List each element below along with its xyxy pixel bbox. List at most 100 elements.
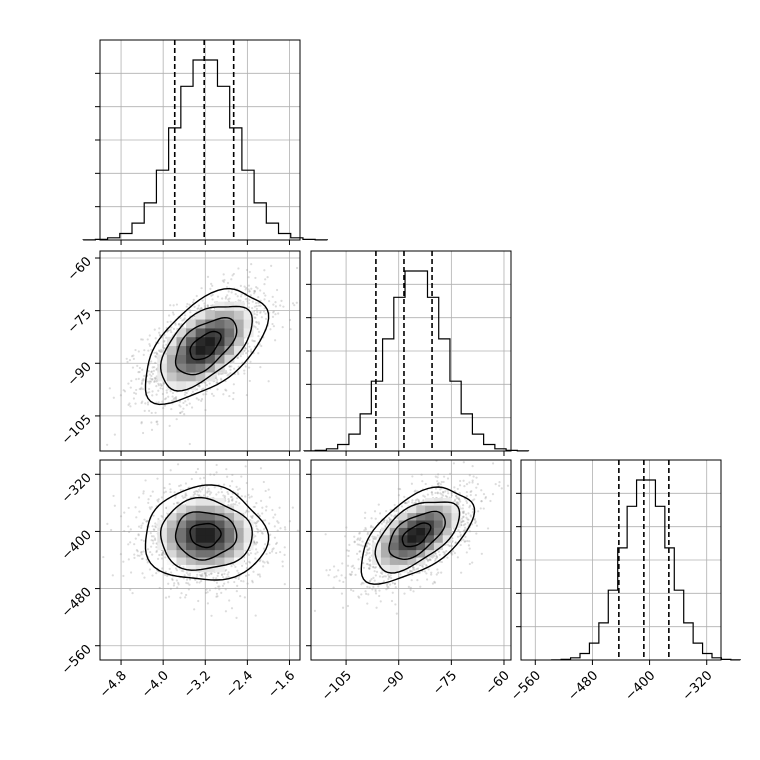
sample-point — [247, 553, 251, 557]
sample-point — [353, 540, 356, 543]
sample-point — [251, 307, 254, 310]
sample-point — [168, 424, 171, 427]
sample-point — [254, 316, 257, 319]
sample-point — [366, 549, 369, 552]
sample-point — [254, 552, 257, 555]
density-cell — [214, 354, 225, 364]
sample-point — [412, 566, 416, 569]
sample-point — [127, 403, 130, 407]
sample-point — [171, 311, 175, 314]
density-cell — [166, 520, 177, 528]
sample-point — [247, 288, 250, 291]
sample-point — [129, 405, 132, 408]
sample-point — [422, 494, 425, 497]
sample-point — [221, 297, 224, 300]
sample-point — [220, 591, 223, 595]
sample-point — [261, 506, 264, 509]
sample-point — [240, 579, 243, 583]
sample-point — [175, 398, 178, 401]
sample-point — [203, 572, 207, 575]
sample-point — [268, 543, 271, 546]
sample-point — [146, 401, 150, 404]
sample-point — [222, 393, 225, 396]
sample-point — [210, 614, 213, 617]
sample-point — [155, 385, 158, 388]
sample-point — [160, 384, 163, 387]
sample-point — [178, 400, 181, 403]
sample-point — [425, 563, 428, 567]
sample-point — [384, 575, 387, 578]
sample-point — [232, 367, 236, 370]
sample-point — [151, 490, 154, 493]
sample-point — [295, 301, 298, 304]
density-cell — [243, 328, 254, 338]
sample-point — [199, 574, 203, 578]
density-cell — [214, 319, 225, 329]
sample-point — [224, 369, 228, 373]
sample-point — [185, 404, 188, 407]
sample-point — [133, 553, 136, 556]
sample-point — [159, 350, 162, 354]
sample-point — [257, 296, 260, 299]
sample-point — [374, 592, 378, 595]
sample-point — [253, 289, 256, 293]
density-cell — [205, 497, 216, 506]
sample-point — [157, 389, 160, 392]
sample-point — [173, 491, 176, 494]
sample-point — [155, 550, 158, 554]
sample-point — [224, 588, 227, 591]
sample-point — [146, 391, 149, 394]
scatter-panel-2-0: −4.8 −4.0 −3.2 −2.4 −1.6−560−480−400−320 — [59, 459, 301, 701]
density-cell — [234, 542, 244, 551]
sample-point — [230, 564, 233, 568]
sample-point — [342, 580, 345, 584]
sample-point — [355, 552, 359, 555]
sample-point — [169, 490, 172, 494]
sample-point — [256, 520, 259, 523]
density-cell — [166, 527, 177, 536]
sample-point — [147, 498, 150, 501]
contour-level-1 — [189, 522, 222, 549]
sample-point — [193, 608, 196, 611]
sample-point — [156, 557, 160, 560]
sample-point — [150, 539, 153, 542]
sample-point — [208, 589, 211, 592]
sample-point — [353, 541, 356, 544]
sample-point — [244, 465, 247, 468]
sample-point — [237, 365, 240, 368]
density-cell — [195, 505, 206, 514]
density-cell — [195, 328, 206, 338]
density-cell — [195, 527, 206, 536]
sample-point — [258, 573, 261, 576]
sample-point — [113, 433, 116, 436]
sample-point — [272, 310, 276, 313]
density-cell — [176, 345, 187, 355]
sample-point — [278, 506, 281, 509]
sample-point — [375, 606, 378, 609]
sample-point — [161, 567, 164, 570]
sample-point — [226, 294, 229, 297]
sample-point — [119, 553, 123, 556]
sample-point — [289, 328, 292, 331]
sample-point — [387, 573, 390, 576]
sample-point — [234, 293, 237, 296]
sample-point — [183, 317, 186, 320]
sample-point — [126, 360, 129, 364]
sample-point — [196, 384, 200, 387]
density-cell — [214, 542, 225, 551]
density-cell — [186, 354, 196, 364]
sample-point — [187, 588, 190, 591]
sample-point — [227, 373, 230, 376]
sample-point — [279, 304, 282, 307]
sample-point — [245, 352, 248, 355]
panel-contents — [102, 463, 299, 619]
sample-point — [259, 558, 262, 561]
sample-point — [170, 399, 174, 402]
sample-point — [137, 533, 140, 536]
contour-level-3 — [160, 496, 253, 571]
sample-point — [426, 560, 430, 563]
sample-point — [498, 484, 501, 487]
density-cell — [166, 549, 177, 558]
sample-point — [135, 516, 138, 519]
sample-point — [178, 484, 181, 488]
